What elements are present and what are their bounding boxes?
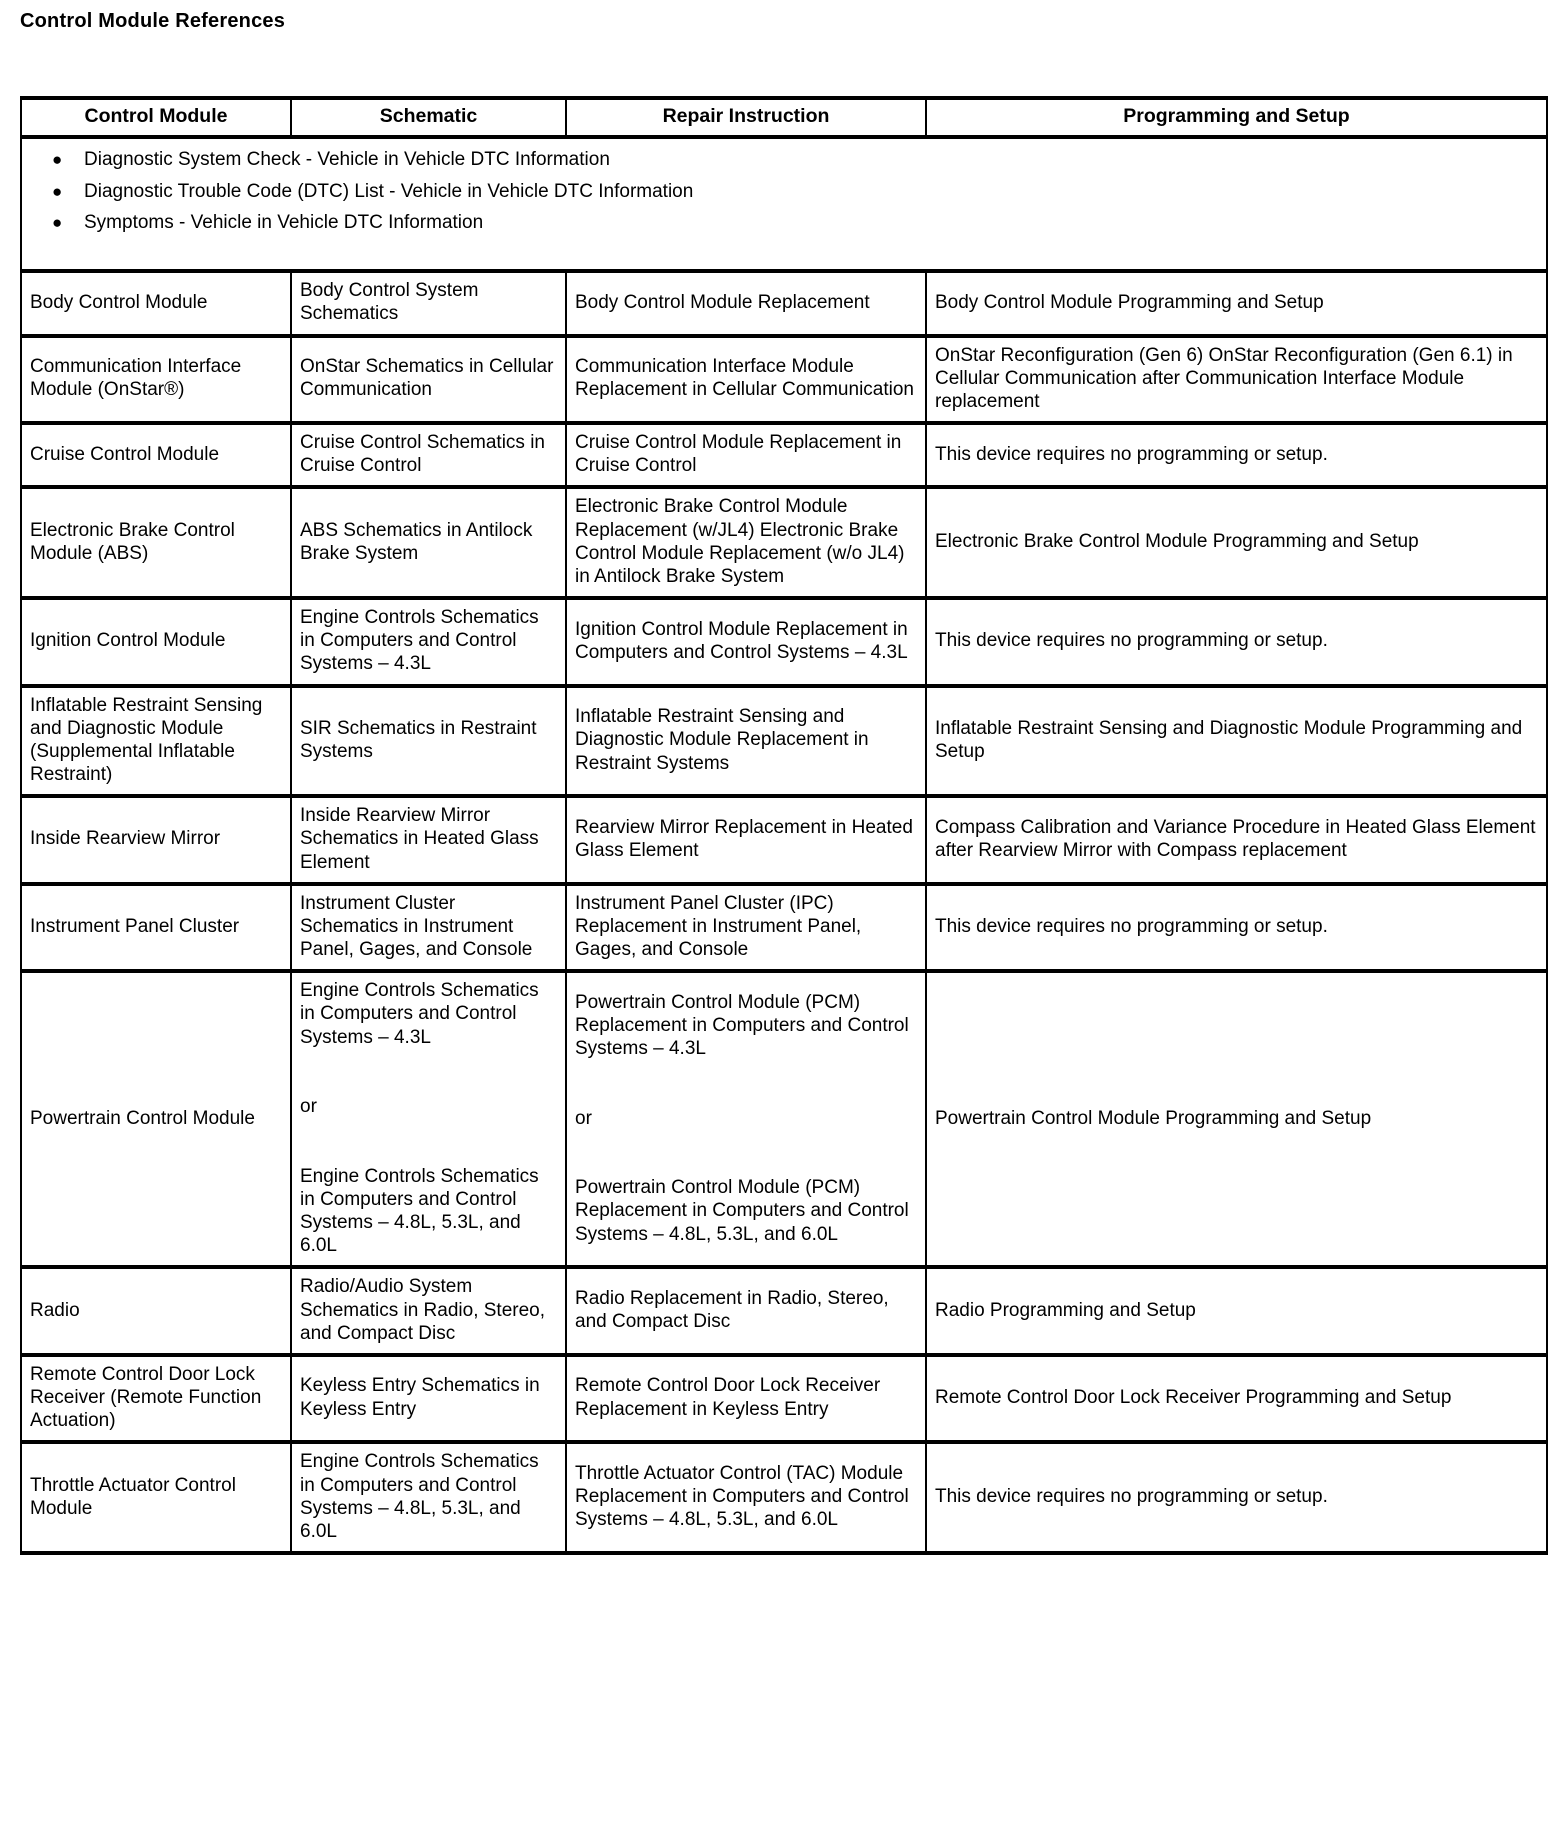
cell-schematic: Engine Controls Schematics in Computers … bbox=[290, 969, 567, 1270]
table-header: Control Module Schematic Repair Instruct… bbox=[20, 96, 1548, 139]
column-header-schematic: Schematic bbox=[290, 96, 567, 139]
cell-control-module: Remote Control Door Lock Receiver (Remot… bbox=[20, 1352, 292, 1445]
notes-cell: ● Diagnostic System Check - Vehicle in V… bbox=[20, 134, 1548, 274]
cell-control-module: Inflatable Restraint Sensing and Diagnos… bbox=[20, 683, 292, 799]
cell-schematic: OnStar Schematics in Cellular Communicat… bbox=[290, 333, 567, 426]
cell-control-module: Instrument Panel Cluster bbox=[20, 881, 292, 974]
cell-repair-instruction: Communication Interface Module Replaceme… bbox=[565, 333, 927, 426]
cell-schematic: Keyless Entry Schematics in Keyless Entr… bbox=[290, 1352, 567, 1445]
cell-control-module: Throttle Actuator Control Module bbox=[20, 1440, 292, 1556]
cell-repair-instruction: Instrument Panel Cluster (IPC) Replaceme… bbox=[565, 881, 927, 974]
cell-control-module: Powertrain Control Module bbox=[20, 969, 292, 1270]
cell-repair-instruction: Ignition Control Module Replacement in C… bbox=[565, 596, 927, 688]
table-row: Communication Interface Module (OnStar®)… bbox=[20, 333, 1548, 426]
list-item: ● Diagnostic System Check - Vehicle in V… bbox=[52, 148, 1538, 172]
table-row-notes: ● Diagnostic System Check - Vehicle in V… bbox=[20, 134, 1548, 274]
cell-programming-and-setup: OnStar Reconfiguration (Gen 6) OnStar Re… bbox=[925, 333, 1548, 426]
table-row: Remote Control Door Lock Receiver (Remot… bbox=[20, 1352, 1548, 1445]
cell-repair-instruction: Powertrain Control Module (PCM) Replacem… bbox=[565, 969, 927, 1270]
table-row: Ignition Control Module Engine Controls … bbox=[20, 596, 1548, 688]
cell-repair-instruction: Inflatable Restraint Sensing and Diagnos… bbox=[565, 683, 927, 799]
cell-control-module: Inside Rearview Mirror bbox=[20, 794, 292, 886]
cell-programming-and-setup: This device requires no programming or s… bbox=[925, 596, 1548, 688]
bullet-icon: ● bbox=[52, 213, 63, 233]
cell-schematic: Engine Controls Schematics in Computers … bbox=[290, 596, 567, 688]
cell-repair-instruction: Remote Control Door Lock Receiver Replac… bbox=[565, 1352, 927, 1445]
cell-schematic: Cruise Control Schematics in Cruise Cont… bbox=[290, 421, 567, 490]
table-body: ● Diagnostic System Check - Vehicle in V… bbox=[20, 134, 1548, 1556]
note-text: Diagnostic Trouble Code (DTC) List - Veh… bbox=[84, 180, 694, 202]
table-row: Electronic Brake Control Module (ABS) AB… bbox=[20, 485, 1548, 601]
cell-repair-instruction: Electronic Brake Control Module Replacem… bbox=[565, 485, 927, 601]
note-text: Diagnostic System Check - Vehicle in Veh… bbox=[84, 148, 610, 170]
cell-programming-and-setup: This device requires no programming or s… bbox=[925, 881, 1548, 974]
table-row: Body Control Module Body Control System … bbox=[20, 269, 1548, 338]
cell-programming-and-setup: Body Control Module Programming and Setu… bbox=[925, 269, 1548, 338]
notes-list: ● Diagnostic System Check - Vehicle in V… bbox=[30, 149, 1538, 235]
cell-control-module: Electronic Brake Control Module (ABS) bbox=[20, 485, 292, 601]
cell-repair-instruction: Rearview Mirror Replacement in Heated Gl… bbox=[565, 794, 927, 886]
control-module-references-table: Control Module Schematic Repair Instruct… bbox=[20, 96, 1548, 1556]
cell-schematic: Instrument Cluster Schematics in Instrum… bbox=[290, 881, 567, 974]
note-text: Symptoms - Vehicle in Vehicle DTC Inform… bbox=[84, 212, 484, 234]
bullet-icon: ● bbox=[52, 149, 63, 169]
table-row: Cruise Control Module Cruise Control Sch… bbox=[20, 421, 1548, 490]
column-header-control-module: Control Module bbox=[20, 96, 292, 139]
cell-programming-and-setup: This device requires no programming or s… bbox=[925, 421, 1548, 490]
table-row: Radio Radio/Audio System Schematics in R… bbox=[20, 1265, 1548, 1357]
table-row: Inflatable Restraint Sensing and Diagnos… bbox=[20, 683, 1548, 799]
list-item: ● Diagnostic Trouble Code (DTC) List - V… bbox=[52, 180, 1538, 204]
table-row: Instrument Panel Cluster Instrument Clus… bbox=[20, 881, 1548, 974]
cell-control-module: Cruise Control Module bbox=[20, 421, 292, 490]
column-header-programming-and-setup: Programming and Setup bbox=[925, 96, 1548, 139]
cell-control-module: Ignition Control Module bbox=[20, 596, 292, 688]
cell-repair-instruction: Radio Replacement in Radio, Stereo, and … bbox=[565, 1265, 927, 1357]
table-row: Throttle Actuator Control Module Engine … bbox=[20, 1440, 1548, 1556]
table-row: Powertrain Control Module Engine Control… bbox=[20, 969, 1548, 1270]
table-row: Inside Rearview Mirror Inside Rearview M… bbox=[20, 794, 1548, 886]
cell-programming-and-setup: Powertrain Control Module Programming an… bbox=[925, 969, 1548, 1270]
cell-schematic: SIR Schematics in Restraint Systems bbox=[290, 683, 567, 799]
cell-control-module: Communication Interface Module (OnStar®) bbox=[20, 333, 292, 426]
cell-programming-and-setup: Inflatable Restraint Sensing and Diagnos… bbox=[925, 683, 1548, 799]
table-header-row: Control Module Schematic Repair Instruct… bbox=[20, 96, 1548, 139]
cell-repair-instruction: Body Control Module Replacement bbox=[565, 269, 927, 338]
cell-programming-and-setup: This device requires no programming or s… bbox=[925, 1440, 1548, 1556]
column-header-repair-instruction: Repair Instruction bbox=[565, 96, 927, 139]
cell-programming-and-setup: Radio Programming and Setup bbox=[925, 1265, 1548, 1357]
cell-control-module: Radio bbox=[20, 1265, 292, 1357]
cell-schematic: ABS Schematics in Antilock Brake System bbox=[290, 485, 567, 601]
cell-schematic: Body Control System Schematics bbox=[290, 269, 567, 338]
page-title: Control Module References bbox=[20, 10, 286, 32]
cell-programming-and-setup: Electronic Brake Control Module Programm… bbox=[925, 485, 1548, 601]
cell-schematic: Inside Rearview Mirror Schematics in Hea… bbox=[290, 794, 567, 886]
cell-repair-instruction: Cruise Control Module Replacement in Cru… bbox=[565, 421, 927, 490]
cell-schematic: Engine Controls Schematics in Computers … bbox=[290, 1440, 567, 1556]
list-item: ● Symptoms - Vehicle in Vehicle DTC Info… bbox=[52, 212, 1538, 235]
cell-repair-instruction: Throttle Actuator Control (TAC) Module R… bbox=[565, 1440, 927, 1556]
cell-programming-and-setup: Remote Control Door Lock Receiver Progra… bbox=[925, 1352, 1548, 1445]
cell-schematic: Radio/Audio System Schematics in Radio, … bbox=[290, 1265, 567, 1357]
cell-control-module: Body Control Module bbox=[20, 269, 292, 338]
bullet-icon: ● bbox=[52, 181, 63, 201]
cell-programming-and-setup: Compass Calibration and Variance Procedu… bbox=[925, 794, 1548, 886]
